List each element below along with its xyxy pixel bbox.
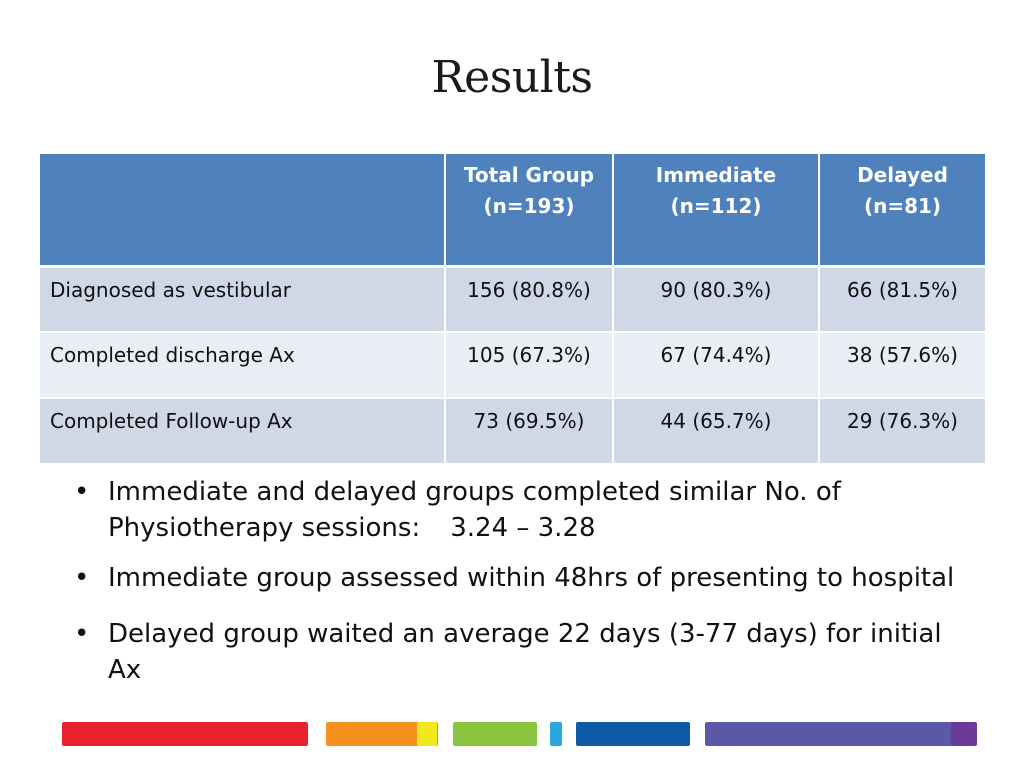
- footer-bar-green: [453, 722, 537, 746]
- bullet-text: Immediate group assessed within 48hrs of…: [108, 563, 955, 593]
- cell-total: 73 (69.5%): [445, 398, 614, 465]
- table-row: Completed Follow-up Ax 73 (69.5%) 44 (65…: [40, 398, 985, 465]
- row-label: Completed Follow-up Ax: [40, 398, 446, 465]
- header-delayed-n: (n=81): [863, 194, 942, 218]
- footer-bar-blue: [576, 722, 690, 746]
- header-total-group-label: Total Group: [463, 163, 595, 187]
- footer-bar-indigo: [705, 722, 965, 746]
- row-label: Completed discharge Ax: [40, 332, 446, 399]
- header-delayed: Delayed (n=81): [819, 154, 985, 266]
- slide-title: Results: [431, 52, 593, 103]
- footer-bar-lightblue: [550, 722, 562, 746]
- bullet-dot-icon: •: [74, 619, 90, 649]
- footer-bar-red: [62, 722, 308, 746]
- bullet-dot-icon: •: [74, 477, 90, 507]
- header-immediate-n: (n=112): [670, 194, 762, 218]
- header-immediate: Immediate (n=112): [613, 154, 820, 266]
- footer-bar-yellow: [417, 722, 437, 746]
- bullet-list: • Immediate and delayed groups completed…: [74, 474, 974, 688]
- bullet-item-immediate: • Immediate group assessed within 48hrs …: [74, 560, 974, 596]
- bullet-value: 3.24 – 3.28: [450, 513, 596, 543]
- results-table: Total Group (n=193) Immediate (n=112) De…: [40, 154, 985, 465]
- header-total-group-n: (n=193): [483, 194, 575, 218]
- cell-delayed: 66 (81.5%): [819, 266, 985, 333]
- cell-total: 156 (80.8%): [445, 266, 614, 333]
- bullet-item-sessions: • Immediate and delayed groups completed…: [74, 474, 974, 546]
- header-immediate-label: Immediate: [655, 163, 777, 187]
- cell-immediate: 90 (80.3%): [613, 266, 820, 333]
- header-total-group: Total Group (n=193): [445, 154, 614, 266]
- cell-delayed: 29 (76.3%): [819, 398, 985, 465]
- footer-bar-purple: [951, 722, 977, 746]
- bullet-text: Delayed group waited an average 22 days …: [108, 619, 942, 685]
- cell-immediate: 44 (65.7%): [613, 398, 820, 465]
- cell-delayed: 38 (57.6%): [819, 332, 985, 399]
- table-header-row: Total Group (n=193) Immediate (n=112) De…: [40, 154, 985, 266]
- bullet-text: Immediate and delayed groups completed s…: [108, 477, 841, 543]
- bullet-item-delayed: • Delayed group waited an average 22 day…: [74, 616, 974, 688]
- header-empty: [40, 154, 446, 266]
- header-delayed-label: Delayed: [857, 163, 948, 187]
- table-row: Completed discharge Ax 105 (67.3%) 67 (7…: [40, 332, 985, 399]
- table-row: Diagnosed as vestibular 156 (80.8%) 90 (…: [40, 266, 985, 333]
- row-label: Diagnosed as vestibular: [40, 266, 446, 333]
- cell-immediate: 67 (74.4%): [613, 332, 820, 399]
- bullet-dot-icon: •: [74, 563, 90, 593]
- cell-total: 105 (67.3%): [445, 332, 614, 399]
